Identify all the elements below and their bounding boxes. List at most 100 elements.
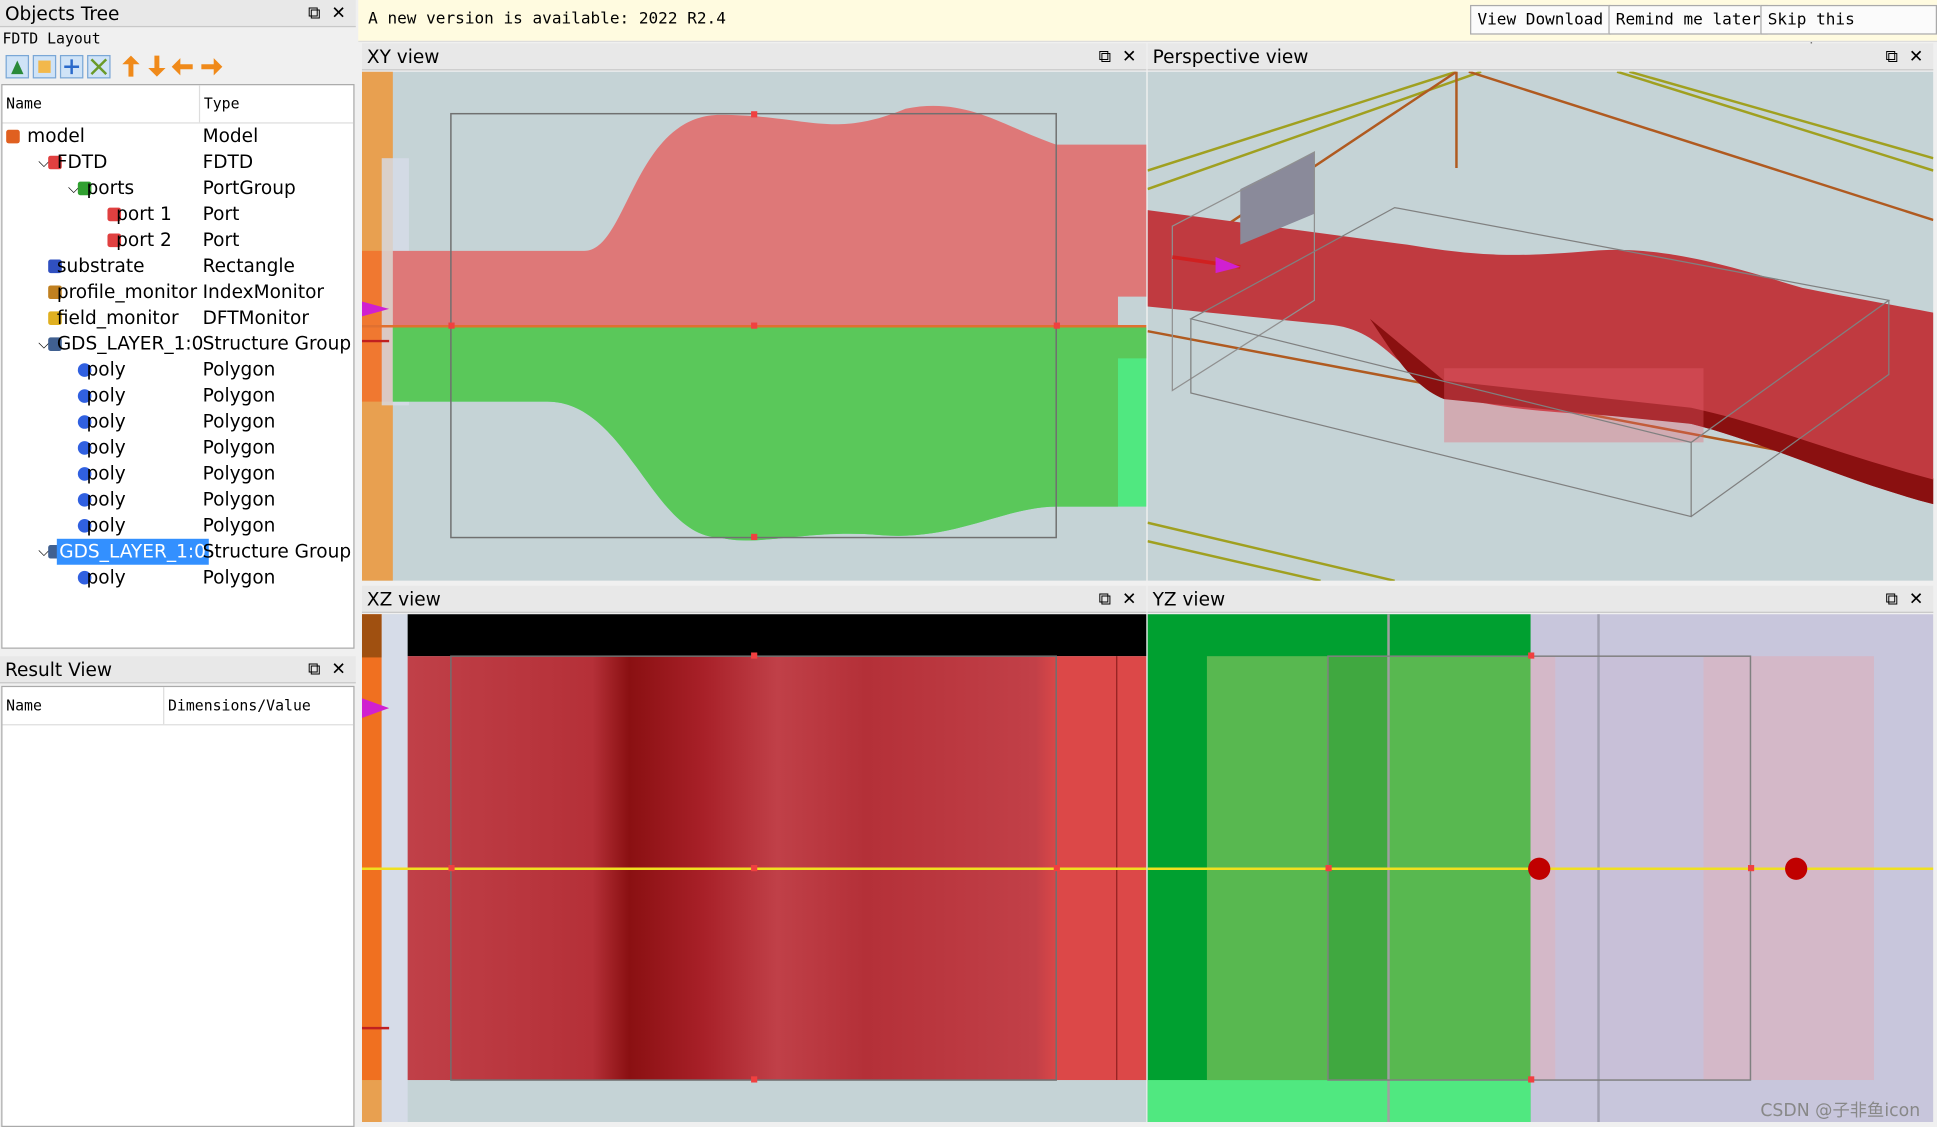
column-header: Name [6, 696, 42, 715]
object-name[interactable]: model [27, 124, 85, 148]
view-header: YZ view ⧉ ✕ [1147, 585, 1934, 613]
object-name[interactable]: poly [86, 384, 126, 407]
object-name[interactable]: poly [86, 410, 126, 433]
tree-row[interactable]: ⌵ GDS_LAYER_1:0 Structure Group [2, 538, 353, 565]
toolbar-icons [5, 54, 223, 79]
tree-row[interactable]: poly Polygon [2, 565, 353, 591]
object-type: Structure Group [202, 332, 352, 355]
view-controls[interactable]: ⧉ ✕ [1098, 46, 1137, 67]
view-header: XZ view ⧉ ✕ [361, 585, 1147, 613]
object-name[interactable]: poly [86, 565, 126, 589]
yz-view[interactable] [1147, 614, 1934, 1123]
object-name[interactable]: field_monitor [56, 306, 179, 329]
tree-row[interactable]: poly Polygon [2, 461, 353, 487]
column-header: Type [203, 95, 240, 113]
tree-icon [77, 441, 92, 455]
view-controls[interactable]: ⧉ ✕ [1885, 589, 1924, 610]
expander[interactable]: ⌵ [38, 542, 50, 560]
view-controls[interactable]: ⧉ ✕ [1885, 46, 1924, 67]
tree-row[interactable]: poly Polygon [2, 383, 353, 409]
object-name[interactable]: port 1 [116, 202, 172, 225]
button[interactable]: Skip this version [1760, 4, 1937, 59]
object-name[interactable]: GDS_LAYER_1:0 [56, 538, 209, 565]
object-type: Port [202, 202, 240, 225]
expander[interactable]: ⌵ [38, 153, 50, 171]
tree-row[interactable]: profile_monitor IndexMonitor [2, 279, 353, 305]
tree-icon [77, 493, 92, 507]
object-type: Polygon [202, 565, 276, 589]
object-type: Port [202, 228, 240, 251]
view-controls[interactable]: ⧉ ✕ [1098, 589, 1137, 610]
object-name[interactable]: ports [86, 176, 135, 199]
tree-row[interactable]: poly Polygon [2, 435, 353, 461]
tree-row[interactable]: ⌵ ports PortGroup [2, 175, 353, 201]
tree-icon [48, 285, 62, 300]
xy-view[interactable] [361, 71, 1147, 581]
object-name[interactable]: poly [86, 358, 126, 381]
tree-row[interactable]: ⌵ FDTD FDTD [2, 150, 353, 176]
tree-icon [77, 181, 92, 196]
expander[interactable]: ⌵ [67, 179, 80, 197]
view-title: XY view [366, 45, 440, 68]
button[interactable]: View Download [1470, 4, 1611, 35]
result-header: Name Dimensions/Value [2, 687, 354, 726]
panel-title: Objects Tree [4, 2, 120, 25]
object-type: Model [202, 124, 259, 148]
result-view-header: Result View ⧉ ✕ [0, 656, 356, 684]
watermark: CSDN @子非鱼icon [1760, 1101, 1921, 1121]
tree-row[interactable]: field_monitor DFTMonitor [2, 305, 353, 331]
view-title: XZ view [366, 588, 441, 611]
notification-message: A new version is available: 2022 R2.4 [368, 9, 726, 29]
tree-row[interactable]: poly Polygon [2, 513, 353, 539]
object-name[interactable]: substrate [56, 254, 145, 277]
object-name[interactable]: poly [86, 514, 126, 537]
tree-row[interactable]: substrate Rectangle [2, 253, 353, 279]
object-type: Polygon [202, 384, 276, 407]
object-type: Polygon [202, 462, 276, 485]
tree-row[interactable]: poly Polygon [2, 409, 353, 435]
tree-icon [107, 233, 122, 248]
tree-row[interactable]: ⌵ GDS_LAYER_1:0 Structure Group [2, 331, 353, 357]
tree-row[interactable]: model Model [2, 124, 353, 150]
tree-icon [77, 363, 92, 377]
tree-icon [48, 155, 62, 170]
object-name[interactable]: port 2 [116, 228, 172, 251]
perspective-view[interactable] [1147, 71, 1934, 581]
object-type: Polygon [202, 488, 276, 511]
tree-row[interactable]: port 2 Port [2, 227, 353, 253]
object-name[interactable]: GDS_LAYER_1:0 [56, 332, 204, 355]
view-header: XY view ⧉ ✕ [361, 43, 1147, 71]
button[interactable]: Remind me later [1608, 4, 1769, 35]
object-type: Rectangle [202, 254, 295, 277]
object-name[interactable]: profile_monitor [56, 280, 198, 303]
object-name[interactable]: poly [86, 488, 126, 511]
object-name[interactable]: poly [86, 462, 126, 485]
objects-tree-header: Objects Tree ⧉ ✕ [0, 0, 356, 28]
object-type: DFTMonitor [202, 306, 309, 329]
tree-header: Name Type [2, 85, 354, 124]
tree-icon [48, 337, 62, 351]
object-name[interactable]: poly [86, 436, 126, 459]
object-type: Polygon [202, 358, 276, 381]
objects-tree: Name Type model Model ⌵ FDTD FDTD ⌵ ports PortG… [1, 84, 355, 649]
tree-row[interactable]: port 1 Port [2, 201, 353, 227]
object-type: Structure Group [202, 540, 352, 563]
xz-view[interactable] [361, 614, 1147, 1123]
column-header: Dimensions/Value [168, 696, 311, 715]
object-type: Polygon [202, 410, 276, 433]
result-view: Name Dimensions/Value [1, 685, 355, 1127]
panel-controls[interactable]: ⧉ ✕ [308, 3, 346, 24]
toolbar[interactable] [4, 54, 226, 79]
tree-row[interactable]: poly Polygon [2, 487, 353, 513]
tree-row[interactable]: poly Polygon [2, 357, 353, 383]
column-header: Name [6, 95, 42, 113]
expander[interactable]: ⌵ [38, 334, 50, 353]
tree-icon [48, 259, 62, 274]
tree-icon [77, 570, 92, 585]
object-name[interactable]: FDTD [56, 150, 108, 174]
notification-bar: A new version is available: 2022 R2.4 Vi… [358, 0, 1937, 59]
panel-controls[interactable]: ⧉ ✕ [308, 659, 346, 680]
tree-icon [77, 519, 92, 533]
object-type: Polygon [202, 514, 276, 537]
